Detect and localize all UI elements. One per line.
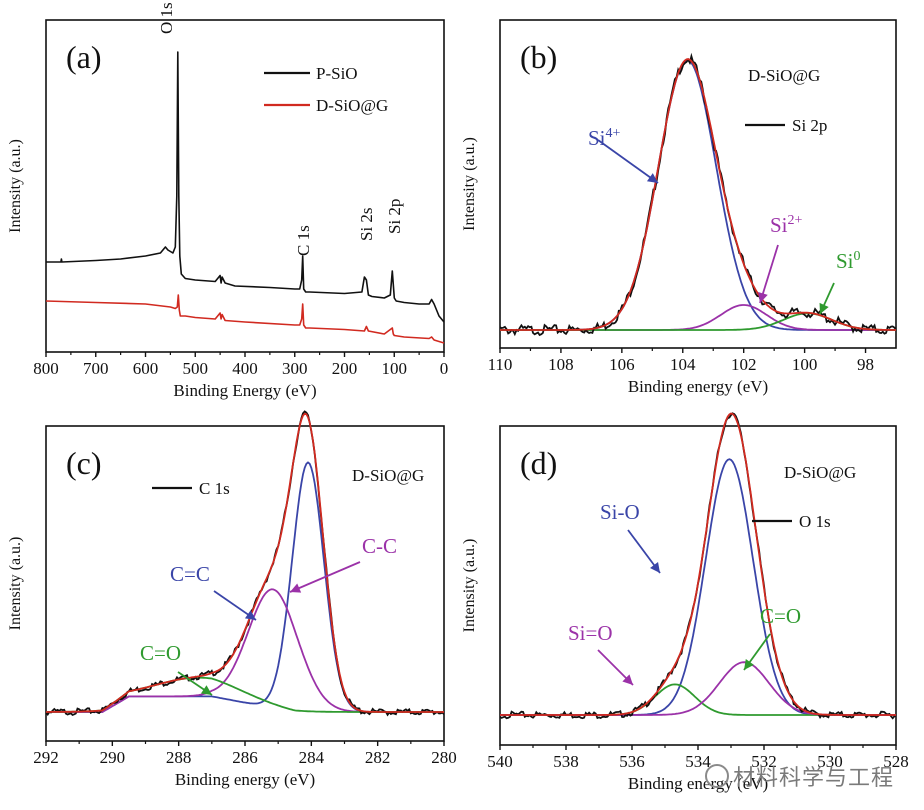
fit-envelope-line bbox=[46, 414, 444, 712]
annotation-arrow-head bbox=[744, 659, 754, 670]
x-axis-label: Binding energy (eV) bbox=[628, 377, 768, 396]
panel-label: (d) bbox=[520, 445, 557, 481]
x-tick-label: 538 bbox=[553, 752, 579, 771]
x-axis-label: Binding Energy (eV) bbox=[173, 381, 316, 400]
legend-label: D-SiO@G bbox=[316, 96, 388, 115]
x-tick-label: 102 bbox=[731, 355, 757, 374]
x-tick-label: 800 bbox=[33, 359, 59, 378]
annotation-arrow-line bbox=[598, 140, 658, 183]
x-tick-label: 284 bbox=[299, 748, 325, 767]
x-axis-label: Binding energy (eV) bbox=[175, 770, 315, 789]
x-tick-label: 292 bbox=[33, 748, 59, 767]
panel-c-c1s: 292 290 288 286 284 282 280 Binding energy (eV)… bbox=[7, 411, 457, 789]
sample-label: D-SiO@G bbox=[352, 466, 424, 485]
component-curve-si-o bbox=[500, 662, 896, 715]
x-tick-label: 100 bbox=[382, 359, 408, 378]
component-curve-si4- bbox=[500, 60, 896, 330]
x-tick-label: 0 bbox=[440, 359, 449, 378]
component-label: Si4+ bbox=[588, 126, 621, 150]
x-tick-label: 400 bbox=[232, 359, 258, 378]
x-tick-label: 540 bbox=[487, 752, 513, 771]
annotation-arrow-head bbox=[201, 685, 212, 695]
xps-figure: 800 700 600 500 400 300 200 100 0 Binding Energy … bbox=[0, 0, 924, 810]
component-curve-c-c bbox=[46, 589, 444, 712]
wechat-logo-icon bbox=[705, 764, 729, 788]
peak-label: Si 2p bbox=[385, 199, 404, 234]
x-tick-label: 98 bbox=[857, 355, 874, 374]
peak-label: O 1s bbox=[157, 2, 176, 34]
sample-label: D-SiO@G bbox=[748, 66, 820, 85]
legend-label: P-SiO bbox=[316, 64, 358, 83]
raw-data-line bbox=[500, 56, 896, 335]
raw-data-line bbox=[46, 411, 444, 715]
watermark: 材料科学与工程 bbox=[705, 760, 894, 792]
component-curve-c-o bbox=[500, 684, 896, 715]
legend-label: C 1s bbox=[199, 479, 230, 498]
x-tick-label: 108 bbox=[548, 355, 574, 374]
panel-label: (a) bbox=[66, 39, 102, 75]
component-label: C=O bbox=[760, 604, 801, 628]
x-tick-label: 286 bbox=[232, 748, 258, 767]
watermark-text: 材料科学与工程 bbox=[733, 766, 894, 791]
component-label: Si0 bbox=[836, 249, 861, 273]
x-tick-label: 110 bbox=[488, 355, 513, 374]
component-curve-si2- bbox=[500, 305, 896, 330]
x-tick-label: 282 bbox=[365, 748, 391, 767]
x-tick-label: 288 bbox=[166, 748, 192, 767]
component-label: C-C bbox=[362, 534, 397, 558]
x-tick-label: 290 bbox=[100, 748, 126, 767]
peak-label: Si 2s bbox=[357, 207, 376, 241]
x-tick-label: 100 bbox=[792, 355, 818, 374]
y-axis-label: Intensity (a.u.) bbox=[461, 539, 478, 633]
series-line-p-sio bbox=[46, 52, 444, 322]
y-axis-label: Intensity (a.u.) bbox=[7, 139, 24, 233]
x-tick-label: 536 bbox=[619, 752, 645, 771]
series-line-d-sio-g bbox=[46, 295, 444, 343]
panel-b-si2p: 110 108 106 104 102 100 98 Binding energy (eV) I… bbox=[461, 20, 896, 396]
x-tick-label: 106 bbox=[609, 355, 635, 374]
component-curve-c-c bbox=[46, 462, 444, 712]
panel-label: (c) bbox=[66, 445, 102, 481]
x-tick-label: 104 bbox=[670, 355, 696, 374]
panel-a-survey: 800 700 600 500 400 300 200 100 0 Binding Energy … bbox=[7, 2, 448, 400]
component-label: C=C bbox=[170, 562, 210, 586]
annotation-arrow-head bbox=[650, 562, 660, 573]
component-label: Si=O bbox=[568, 621, 613, 645]
legend-label: Si 2p bbox=[792, 116, 827, 135]
fit-envelope-line bbox=[500, 59, 896, 330]
x-tick-label: 280 bbox=[431, 748, 457, 767]
y-axis-label: Intensity (a.u.) bbox=[461, 137, 478, 231]
component-label: Si2+ bbox=[770, 213, 803, 237]
x-tick-label: 500 bbox=[183, 359, 209, 378]
raw-data-line bbox=[500, 413, 896, 718]
x-tick-label: 200 bbox=[332, 359, 358, 378]
sample-label: D-SiO@G bbox=[784, 463, 856, 482]
legend-label: O 1s bbox=[799, 512, 831, 531]
panel-label: (b) bbox=[520, 39, 557, 75]
x-tick-label: 300 bbox=[282, 359, 308, 378]
peak-label: C 1s bbox=[294, 225, 313, 256]
y-axis-label: Intensity (a.u.) bbox=[7, 537, 24, 631]
component-label: Si-O bbox=[600, 500, 640, 524]
component-label: C=O bbox=[140, 641, 181, 665]
fit-envelope-line bbox=[500, 414, 896, 716]
x-tick-label: 700 bbox=[83, 359, 109, 378]
x-tick-label: 600 bbox=[133, 359, 159, 378]
